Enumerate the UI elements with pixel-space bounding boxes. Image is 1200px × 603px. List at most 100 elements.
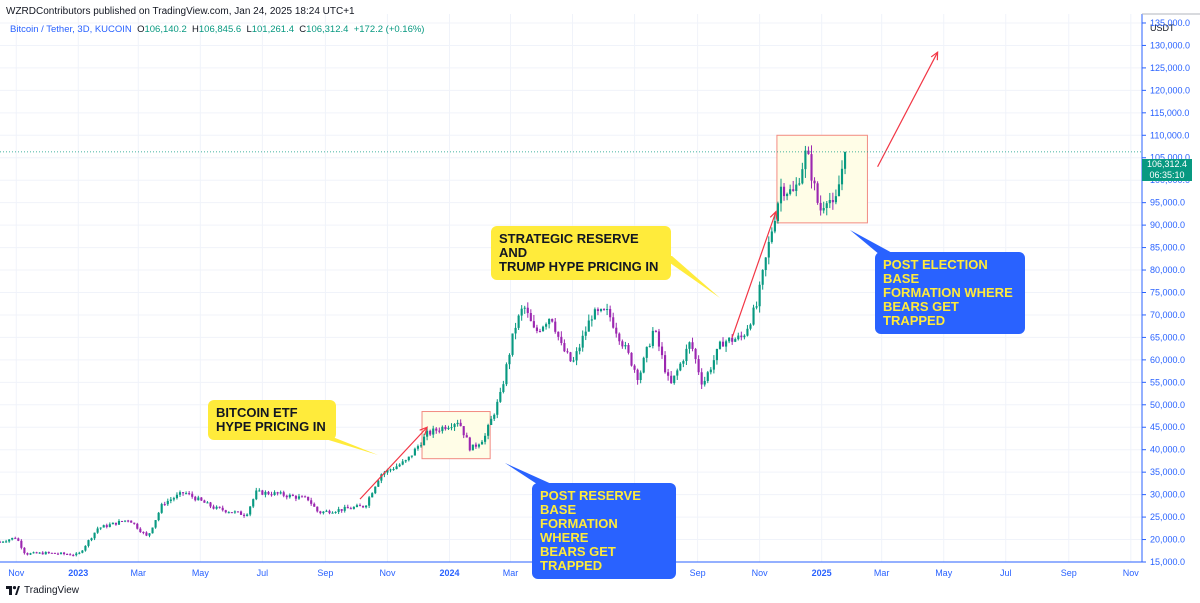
trend-arrow-line [359,426,428,500]
candle-body [246,514,249,516]
candle-body [444,426,447,430]
candle-body [645,346,648,358]
candle-body [535,327,539,331]
change-value: +172.2 (+0.16%) [353,24,425,35]
candle-body [215,506,218,509]
time-axis[interactable]: Nov 2023 Mar May Jul Sep Nov 2024 Mar May Jul Sep No… [8,568,1139,578]
candle-body [609,309,612,318]
candle-body [395,466,398,470]
candle-body [490,418,493,425]
candle-body [538,330,542,332]
last-price-value: 106,312.4 [1146,159,1188,169]
candle-body [554,321,557,332]
candle-body [120,520,124,522]
candle-body [633,365,636,370]
candle-body [264,491,267,495]
candle-body [581,335,584,348]
candle-body [630,352,633,366]
candle-body [145,532,148,536]
candle-body [56,553,60,555]
time-tick-label: 2023 [68,568,88,578]
candle-body [822,208,825,211]
candle-body [520,308,523,316]
candle-body [53,552,56,554]
candle-body [737,335,740,340]
candle-body [307,496,310,501]
symbol-name[interactable]: Bitcoin / Tether, 3D, KUCOIN [10,24,132,35]
candle-body [566,351,569,353]
time-tick-label: 2025 [812,568,832,578]
time-tick-label: Nov [8,568,25,578]
candle-body [142,532,145,534]
candle-body [578,347,581,352]
callout-strategic-reserve: STRATEGIC RESERVE AND TRUMP HYPE PRICING… [491,226,671,280]
candle-body [651,330,654,346]
candle-body [32,552,35,554]
close-value: 106,312.4 [306,24,349,35]
price-tick-label: 60,000.0 [1150,355,1185,365]
time-tick-label: Jul [1000,568,1012,578]
candle-body [758,284,761,307]
candle-body [743,335,746,338]
candle-body [212,506,215,509]
candle-body [166,500,169,505]
candle-body [657,331,661,347]
candle-body [426,430,429,437]
price-tick-label: 40,000.0 [1150,445,1185,455]
callout-post-reserve: POST RESERVE BASE FORMATION WHERE BEARS … [532,483,676,579]
candle-body [593,309,596,320]
candle-body [334,511,337,513]
candle-body [804,150,807,170]
candle-body [572,360,575,362]
candle-body [721,341,725,347]
candle-body [197,497,200,501]
time-tick-label: May [935,568,953,578]
candle-body [368,497,371,506]
base-zones [421,134,868,460]
time-tick-label: Mar [874,568,890,578]
price-axis[interactable]: 15,000.0 20,000.0 25,000.0 30,000.0 35,000.0… [1142,18,1190,567]
candle-body [541,326,545,332]
candle-body [361,505,365,508]
candle-body [111,522,114,525]
callout-tail-post-reserve [505,463,556,486]
candle-body [279,492,282,494]
candle-body [59,552,63,554]
price-tick-label: 120,000.0 [1150,85,1190,95]
candle-body [355,505,359,508]
candle-body [398,464,401,467]
time-tick-label: Mar [503,568,519,578]
candle-body [114,522,117,525]
candle-body [203,500,206,503]
candle-body [175,494,179,499]
candle-body [282,492,285,496]
candle-body [29,553,32,555]
open-value: 106,140.2 [144,24,187,35]
price-tick-label: 45,000.0 [1150,422,1185,432]
candle-body [725,341,728,347]
tradingview-logo[interactable]: TradingView [6,585,79,596]
price-tick-label: 75,000.0 [1150,287,1185,297]
candle-body [136,523,139,529]
candle-body [694,348,697,360]
candle-body [602,309,606,311]
candle-body [697,359,700,373]
candle-body [676,370,679,376]
candle-body [81,550,84,553]
candle-body [236,511,240,513]
high-value: 106,845.6 [198,24,242,35]
time-tick-label: May [192,568,210,578]
candle-body [377,480,380,487]
candle-body [99,527,102,529]
candle-body [422,436,426,446]
time-tick-label: Jul [257,568,269,578]
candle-body [69,554,72,556]
candle-body [105,525,108,527]
trend-arrow-head [419,426,429,436]
candle-body [499,391,502,402]
candle-body [529,313,532,322]
candle-body [709,369,712,373]
candle-body [761,270,764,285]
trend-arrow-line [877,51,939,167]
candle-body [740,335,743,338]
